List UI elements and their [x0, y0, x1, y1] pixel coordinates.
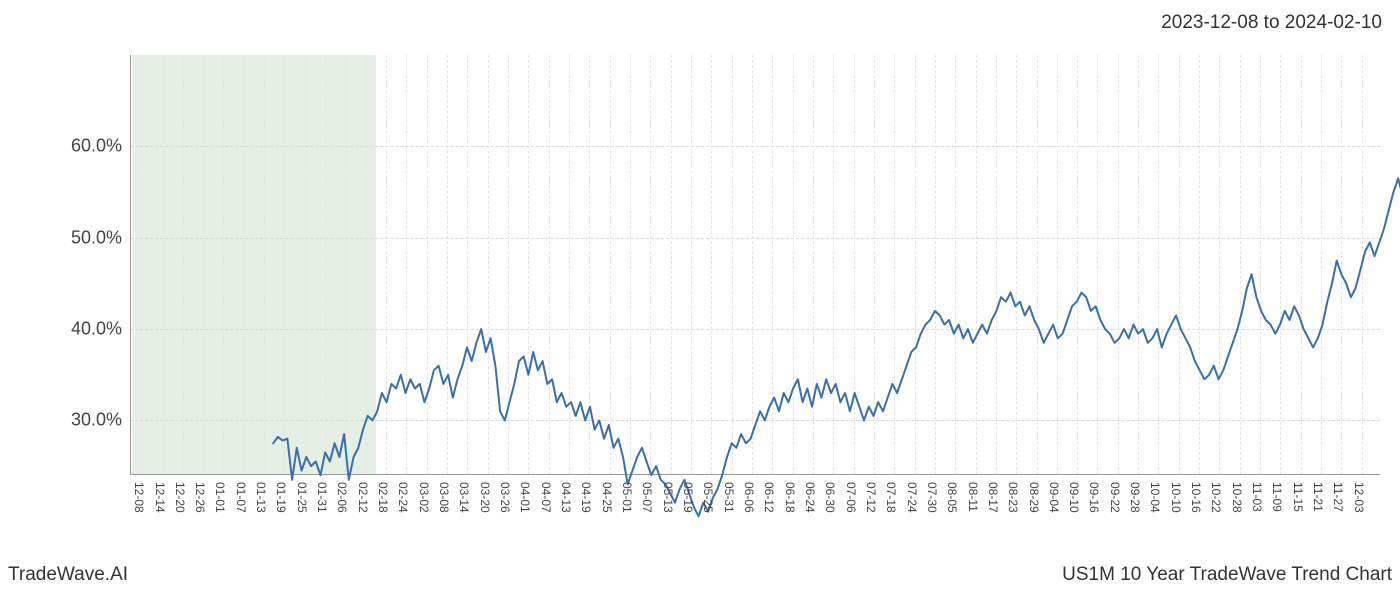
x-tick-label: 07-12 — [864, 482, 878, 513]
x-tick-label: 03-20 — [478, 482, 492, 513]
x-tick-label: 08-23 — [1006, 482, 1020, 513]
x-tick-label: 11-15 — [1291, 482, 1305, 512]
x-tick-label: 05-31 — [722, 482, 736, 513]
x-tick-label: 09-28 — [1128, 482, 1142, 513]
x-tick-label: 03-14 — [457, 482, 471, 513]
x-tick-label: 10-04 — [1148, 482, 1162, 513]
x-tick-label: 06-18 — [783, 482, 797, 513]
x-tick-label: 05-13 — [661, 482, 675, 513]
x-tick-label: 03-02 — [417, 482, 431, 513]
y-tick-label: 30.0% — [71, 410, 122, 431]
x-tick-label: 09-16 — [1087, 482, 1101, 513]
x-tick-label: 10-28 — [1230, 482, 1244, 513]
brand-label: TradeWave.AI — [8, 564, 128, 586]
x-tick-label: 10-10 — [1169, 482, 1183, 513]
x-tick-label: 11-27 — [1331, 482, 1345, 512]
x-tick-label: 11-09 — [1270, 482, 1284, 512]
x-tick-label: 08-11 — [966, 482, 980, 512]
x-tick-label: 06-24 — [803, 482, 817, 513]
chart-plot-area — [130, 55, 1380, 475]
x-tick-label: 02-24 — [396, 482, 410, 513]
x-tick-label: 06-30 — [823, 482, 837, 513]
x-tick-label: 01-25 — [295, 482, 309, 513]
x-tick-label: 04-07 — [539, 482, 553, 513]
x-tick-label: 04-13 — [559, 482, 573, 513]
x-tick-label: 02-06 — [335, 482, 349, 513]
x-tick-label: 06-06 — [742, 482, 756, 513]
date-range-label: 2023-12-08 to 2024-02-10 — [1161, 12, 1382, 34]
x-tick-label: 01-31 — [315, 482, 329, 513]
trend-line — [261, 110, 1400, 530]
x-tick-label: 10-16 — [1189, 482, 1203, 513]
x-tick-label: 01-07 — [234, 482, 248, 513]
x-tick-label: 08-17 — [986, 482, 1000, 513]
x-tick-label: 04-01 — [518, 482, 532, 513]
y-tick-label: 40.0% — [71, 318, 122, 339]
x-tick-label: 11-03 — [1250, 482, 1264, 512]
x-tick-label: 05-19 — [681, 482, 695, 513]
x-tick-label: 05-25 — [701, 482, 715, 513]
x-tick-label: 01-01 — [213, 482, 227, 513]
x-tick-label: 11-21 — [1311, 482, 1325, 512]
y-tick-label: 50.0% — [71, 227, 122, 248]
x-tick-label: 05-07 — [640, 482, 654, 513]
x-tick-label: 12-26 — [193, 482, 207, 513]
x-tick-label: 08-29 — [1027, 482, 1041, 513]
x-tick-label: 03-08 — [437, 482, 451, 513]
chart-title: US1M 10 Year TradeWave Trend Chart — [1062, 564, 1392, 586]
y-tick-label: 60.0% — [71, 136, 122, 157]
x-tick-label: 08-05 — [945, 482, 959, 513]
x-tick-label: 12-14 — [153, 482, 167, 513]
x-tick-label: 07-18 — [884, 482, 898, 513]
x-tick-label: 02-12 — [356, 482, 370, 513]
x-tick-label: 07-06 — [844, 482, 858, 513]
x-tick-label: 07-30 — [925, 482, 939, 513]
x-tick-label: 02-18 — [376, 482, 390, 513]
x-tick-label: 04-25 — [600, 482, 614, 513]
x-tick-label: 04-19 — [579, 482, 593, 513]
x-tick-label: 09-04 — [1047, 482, 1061, 513]
x-tick-label: 05-01 — [620, 482, 634, 513]
x-tick-label: 07-24 — [905, 482, 919, 513]
x-tick-label: 06-12 — [762, 482, 776, 513]
x-tick-label: 10-22 — [1209, 482, 1223, 513]
x-tick-label: 12-08 — [132, 482, 146, 513]
x-tick-label: 03-26 — [498, 482, 512, 513]
x-tick-label: 12-03 — [1352, 482, 1366, 513]
x-tick-label: 09-22 — [1108, 482, 1122, 513]
x-tick-label: 01-19 — [274, 482, 288, 513]
x-tick-label: 01-13 — [254, 482, 268, 513]
x-tick-label: 12-20 — [173, 482, 187, 513]
x-tick-label: 09-10 — [1067, 482, 1081, 513]
